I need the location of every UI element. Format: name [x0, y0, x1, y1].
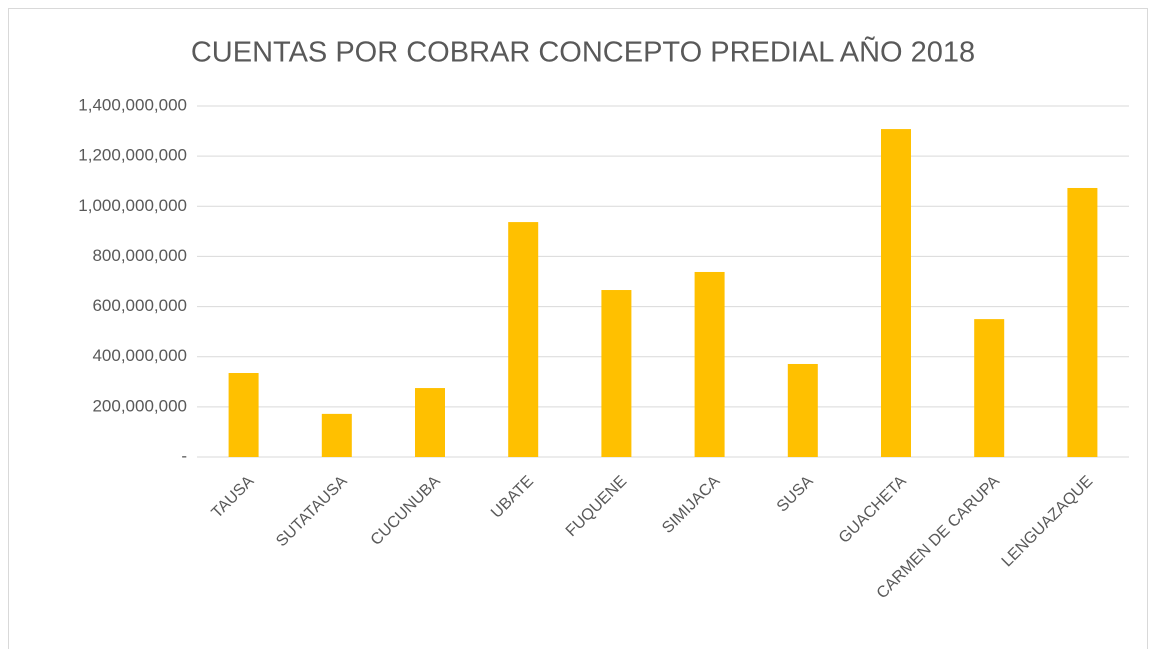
- bar: [321, 413, 352, 457]
- bar: [1067, 187, 1098, 457]
- y-tick-label: 200,000,000: [92, 396, 187, 415]
- bar: [974, 319, 1005, 457]
- y-tick-label: 600,000,000: [92, 296, 187, 315]
- bar: [881, 129, 911, 457]
- y-tick-label: 800,000,000: [92, 246, 187, 265]
- bar: [415, 388, 445, 457]
- y-tick-label: -: [181, 446, 187, 465]
- bar: [787, 363, 818, 457]
- chart-frame: [8, 8, 1148, 649]
- chart-title: CUENTAS POR COBRAR CONCEPTO PREDIAL AÑO …: [191, 35, 975, 69]
- bar: [694, 271, 725, 457]
- bar: [508, 222, 539, 457]
- y-tick-label: 1,000,000,000: [78, 196, 187, 215]
- bar: [601, 290, 632, 457]
- y-tick-label: 1,400,000,000: [78, 95, 187, 114]
- bar: [228, 373, 259, 457]
- y-tick-label: 400,000,000: [92, 346, 187, 365]
- y-tick-label: 1,200,000,000: [78, 146, 187, 165]
